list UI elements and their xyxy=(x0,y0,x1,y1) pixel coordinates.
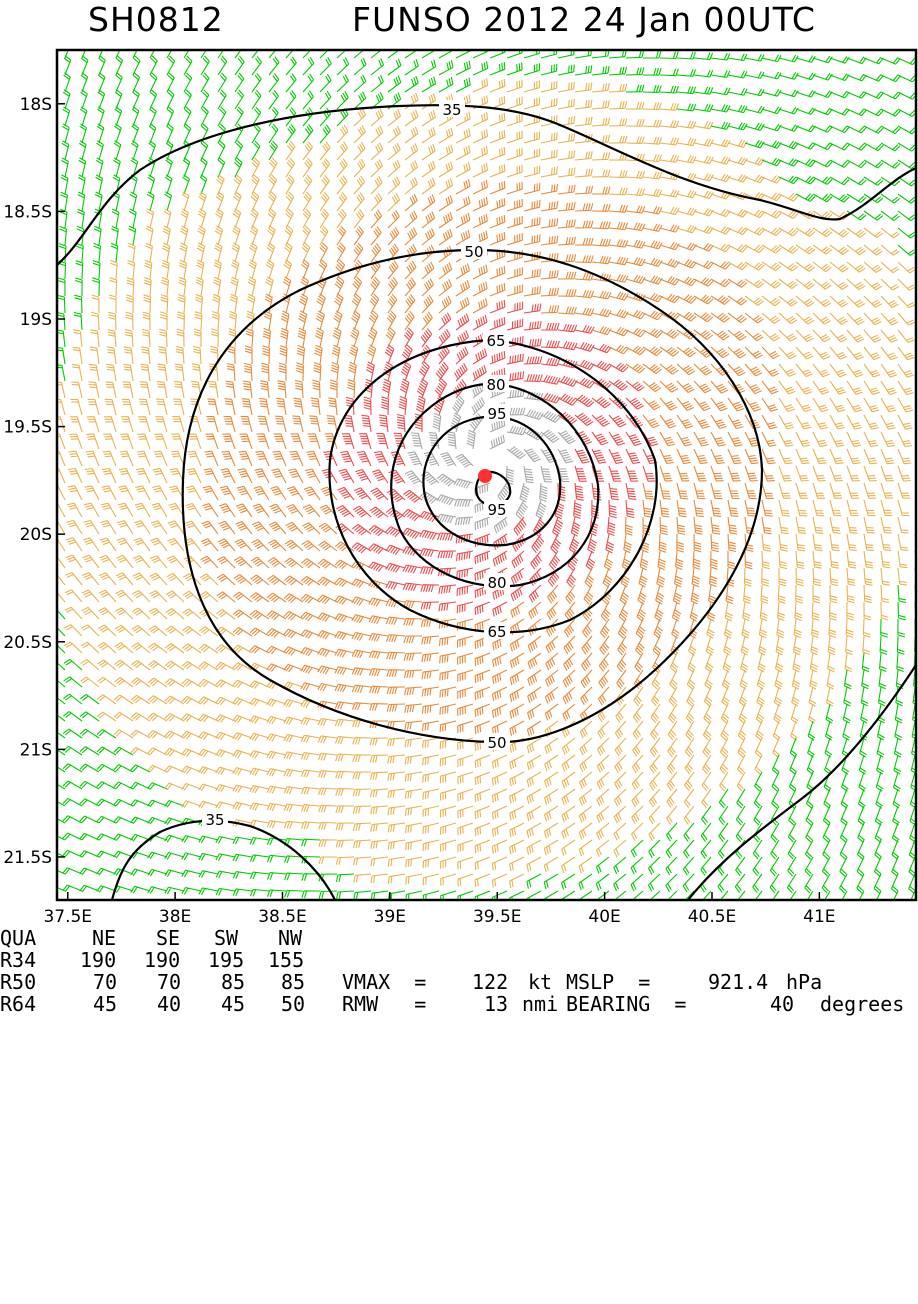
lon-tick-label: 38E xyxy=(159,907,191,926)
lat-tick-label: 19S xyxy=(20,310,52,330)
bearing-label: BEARING = xyxy=(566,992,686,1016)
mslp-value: 921.4 xyxy=(708,970,768,994)
value-nw: 85 xyxy=(281,970,305,994)
value-se: 40 xyxy=(157,992,181,1016)
contour-label: 35 xyxy=(205,811,224,829)
bearing-value: 40 xyxy=(770,992,794,1016)
wind-radii-info-panel: QUA NE SE SW NW R34 190 190 195 155 R50 … xyxy=(0,926,918,1014)
row-label: R34 xyxy=(0,948,36,972)
value-sw: 85 xyxy=(221,970,245,994)
vmax-label: VMAX = xyxy=(342,970,426,994)
header-sw: SW xyxy=(214,926,238,950)
lon-tick-label: 37.5E xyxy=(43,907,92,926)
value-nw: 155 xyxy=(268,948,304,972)
storm-center-marker xyxy=(478,469,492,483)
lon-tick-label: 41E xyxy=(803,907,835,926)
table-row-r64: R64 45 40 45 50 RMW = 13 nmi BEARING = 4… xyxy=(0,992,48,1014)
header-quadrant: QUA xyxy=(0,926,36,950)
contour-label: 50 xyxy=(464,243,483,261)
value-se: 70 xyxy=(157,970,181,994)
contour-label: 50 xyxy=(487,734,506,752)
table-row-r50: R50 70 70 85 85 VMAX = 122 kt MSLP = 921… xyxy=(0,970,48,992)
vmax-value: 122 xyxy=(472,970,508,994)
header-nw: NW xyxy=(278,926,302,950)
row-label: R50 xyxy=(0,970,36,994)
value-ne: 70 xyxy=(93,970,117,994)
lat-tick-label: 21.5S xyxy=(3,848,52,868)
contour-label: 35 xyxy=(442,101,461,119)
wind-radii-map: 35 50 65 80 95 95 80 65 50 35 37.5E 38E 38.5E 39E 39.… xyxy=(0,0,918,926)
rmw-label: RMW = xyxy=(342,992,426,1016)
contour-label: 95 xyxy=(487,405,506,423)
table-row-r34: R34 190 190 195 155 xyxy=(0,948,48,970)
row-label: R64 xyxy=(0,992,36,1016)
contour-label: 95 xyxy=(487,501,506,519)
bearing-unit: degrees xyxy=(820,992,904,1016)
header-ne: NE xyxy=(92,926,116,950)
value-se: 190 xyxy=(144,948,180,972)
table-header-row: QUA NE SE SW NW xyxy=(0,926,48,948)
lat-tick-label: 19.5S xyxy=(3,418,52,438)
value-ne: 190 xyxy=(80,948,116,972)
rmw-value: 13 xyxy=(484,992,508,1016)
value-ne: 45 xyxy=(93,992,117,1016)
contour-label: 80 xyxy=(486,376,505,394)
value-nw: 50 xyxy=(281,992,305,1016)
contour-label: 65 xyxy=(486,332,505,350)
lat-tick-label: 20.5S xyxy=(3,633,52,653)
lon-tick-label: 39.5E xyxy=(473,907,522,926)
value-sw: 195 xyxy=(208,948,244,972)
vmax-unit: kt xyxy=(528,970,552,994)
contour-label: 80 xyxy=(487,574,506,592)
lon-tick-label: 38.5E xyxy=(258,907,307,926)
lat-tick-label: 18S xyxy=(20,95,52,115)
value-sw: 45 xyxy=(221,992,245,1016)
mslp-label: MSLP = xyxy=(566,970,650,994)
lon-tick-label: 40E xyxy=(588,907,620,926)
contour-label: 65 xyxy=(487,623,506,641)
header-se: SE xyxy=(156,926,180,950)
lat-tick-label: 20S xyxy=(20,525,52,545)
lon-tick-label: 40.5E xyxy=(688,907,737,926)
mslp-unit: hPa xyxy=(786,970,822,994)
lat-tick-label: 18.5S xyxy=(3,202,52,222)
lon-tick-label: 39E xyxy=(374,907,406,926)
rmw-unit: nmi xyxy=(522,992,558,1016)
lat-tick-label: 21S xyxy=(20,740,52,760)
